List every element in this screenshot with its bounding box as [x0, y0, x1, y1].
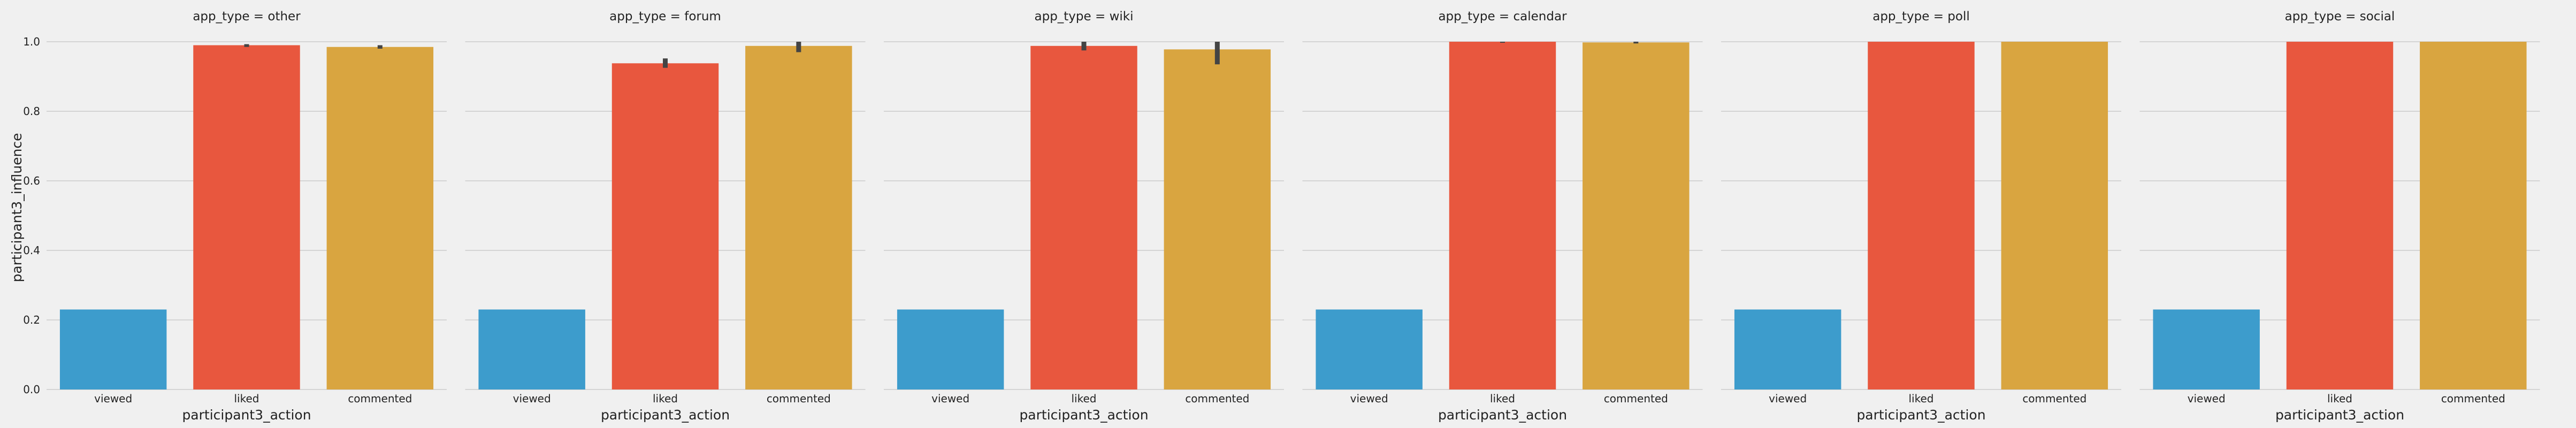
facet-title: app_type = calendar — [1438, 10, 1567, 24]
x-tick-label: commented — [1604, 392, 1668, 405]
facet-title: app_type = poll — [1872, 10, 1970, 24]
x-tick-label: liked — [1490, 392, 1515, 405]
facet-panel: app_type = poll viewed liked commented parti… — [1721, 10, 2121, 423]
x-tick-label: commented — [767, 392, 831, 405]
bar-liked — [2286, 42, 2394, 389]
bar-commented — [1164, 49, 1271, 390]
y-tick-label: 0.8 — [23, 105, 40, 118]
facet-panel: 0.0 0.2 0.4 0.6 0.8 1.0 app_type = other viewed… — [23, 10, 447, 423]
y-tick-label: 0.0 — [23, 383, 40, 396]
bar-commented — [745, 45, 852, 390]
x-tick-label: liked — [2327, 392, 2352, 405]
x-tick-label: viewed — [513, 392, 551, 405]
x-axis-label: participant3_action — [1019, 407, 1148, 423]
bar-commented — [2001, 42, 2108, 389]
y-tick-label: 0.2 — [23, 314, 40, 326]
bar-viewed — [478, 309, 585, 389]
bar-commented — [1583, 42, 1690, 390]
bar-liked — [611, 63, 719, 390]
x-tick-label: liked — [653, 392, 678, 405]
x-tick-label: commented — [2441, 392, 2505, 405]
x-axis-label: participant3_action — [2275, 407, 2404, 423]
facet-title: app_type = forum — [609, 10, 721, 24]
x-tick-label: liked — [1072, 392, 1097, 405]
y-tick-label: 0.4 — [23, 244, 40, 257]
bar-viewed — [1316, 309, 1423, 389]
x-tick-label: viewed — [94, 392, 132, 405]
y-tick-label: 0.6 — [23, 174, 40, 187]
bar-liked — [1030, 45, 1137, 390]
facet-title: app_type = wiki — [1035, 10, 1134, 24]
x-axis-label: participant3_action — [1856, 407, 1985, 423]
facet-panel: app_type = social viewed liked commented par… — [2139, 10, 2540, 423]
bar-viewed — [59, 309, 167, 389]
facet-title: app_type = social — [2285, 10, 2395, 24]
x-tick-label: commented — [348, 392, 412, 405]
bar-viewed — [897, 309, 1004, 389]
x-tick-label: viewed — [931, 392, 969, 405]
bar-viewed — [1734, 309, 1841, 389]
y-axis-label: participant3_influence — [9, 133, 25, 282]
x-tick-label: viewed — [2188, 392, 2226, 405]
x-axis-label: participant3_action — [601, 407, 730, 423]
x-tick-label: liked — [1909, 392, 1934, 405]
facet-panel: app_type = wiki viewed liked commented parti… — [884, 10, 1284, 423]
facet-panel: app_type = calendar viewed liked commented p… — [1302, 10, 1703, 423]
facet-title: app_type = other — [193, 10, 301, 24]
bar-liked — [1868, 42, 1975, 389]
bar-commented — [2420, 42, 2527, 389]
x-axis-label: participant3_action — [1438, 407, 1567, 423]
x-tick-label: viewed — [1769, 392, 1807, 405]
bar-liked — [1449, 42, 1556, 389]
facet-panel: app_type = forum viewed liked commented part… — [465, 10, 866, 423]
bar-commented — [326, 47, 434, 389]
bar-viewed — [2153, 309, 2260, 389]
facet-panels: 0.0 0.2 0.4 0.6 0.8 1.0 app_type = other viewed… — [23, 10, 2540, 423]
x-axis-label: participant3_action — [182, 407, 311, 423]
x-tick-label: commented — [1185, 392, 1249, 405]
x-tick-label: liked — [234, 392, 259, 405]
y-tick-label: 1.0 — [23, 35, 40, 48]
x-tick-label: commented — [2022, 392, 2086, 405]
x-tick-label: viewed — [1350, 392, 1388, 405]
bar-liked — [193, 45, 300, 389]
